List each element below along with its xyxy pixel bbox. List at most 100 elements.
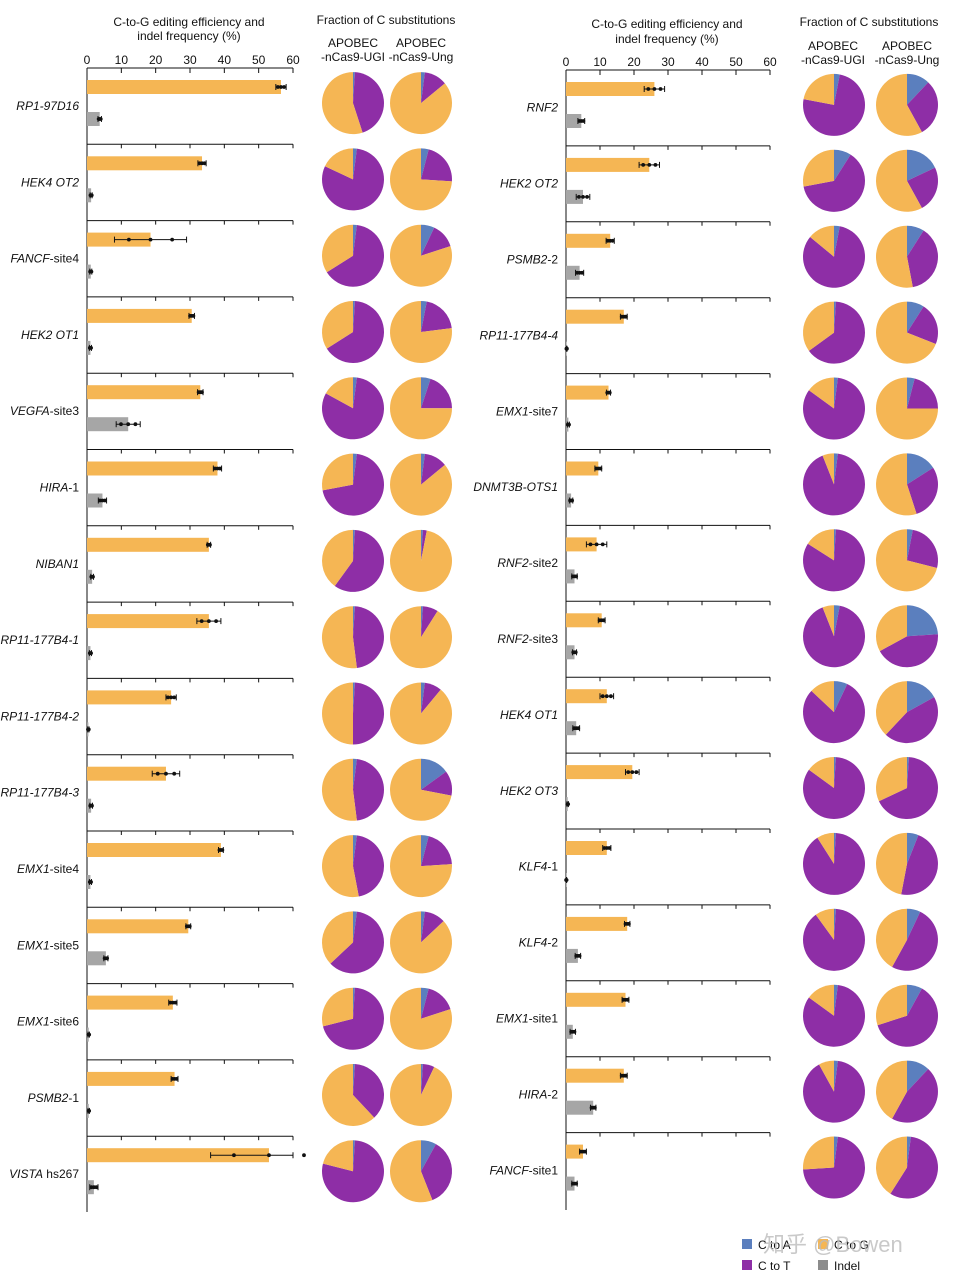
left-site-3-pie-ugi-slice-c-to-g [322,224,353,273]
right-site-12-label: KLF4-2 [519,936,559,950]
right-site-13-label: EMX1-site1 [496,1012,558,1026]
right-site-14-label-gene: HIRA [519,1087,548,1101]
left-site-10-label: RP11-177B4-3 [1,786,80,800]
right-site-12-pie-ugi [802,908,865,971]
right-site-6-pie-ugi-slice-c-to-g [822,453,834,485]
left-site-6-label-suffix: -1 [68,480,79,494]
left-site-9-label-gene: RP11-177B4-2 [1,709,80,723]
right-site-11-pie-ung-slice-c-to-g [876,832,907,895]
left-site-13-cg-point-3 [173,1000,178,1005]
right-site-7-pie-ugi-slice-c-to-t [802,529,865,592]
left-site-9-pie-ung [390,682,453,745]
left-site-15-pie-ung-slice-c-to-g [389,1140,433,1203]
left-site-6-pie-ung-slice-c-to-g [390,453,453,516]
left-site-15-pie-ugi-slice-c-to-t [321,1140,384,1203]
left-site-9-pie-ung-slice-c-to-t [421,682,441,714]
right-site-11-label: KLF4-1 [519,860,559,874]
right-site-2-indel-point-3 [585,195,589,199]
right-site-4-pie-ugi-slice-c-to-g [802,301,834,351]
right-site-1-pie-ugi-slice-c-to-g [803,73,834,105]
left-site-10-cg-bar [87,766,166,781]
right-site-8-cg-point-3 [601,618,606,623]
right-site-7-cg-point-3 [600,542,605,547]
right-site-7-pie-ugi [802,529,865,592]
right-site-8-cg-bar [566,613,602,628]
left-site-13-pie-ugi [321,987,384,1050]
right-site-1-label-gene: RNF2 [527,101,559,115]
right-site-7-cg-point-1 [588,542,593,547]
left-site-2-label-gene: HEK4 OT2 [21,175,79,189]
left-site-9-pie-ugi [322,682,385,745]
right-site-8-pie-ung-slice-c-to-a [907,605,938,637]
left-site-15-pie-ung [389,1140,452,1203]
left-site-3-pie-ugi-slice-c-to-a [353,224,357,256]
left-site-3-pie-ugi-slice-c-to-t [326,224,385,287]
right-site-15-pie-ugi-slice-c-to-t [803,1136,865,1199]
right-xtick-label-1: 10 [593,55,607,69]
right-site-6-pie-ugi-slice-c-to-t [802,453,865,516]
left-site-6-cg-bar [87,461,218,476]
left-site-5-pie-ung-slice-c-to-g [389,377,452,440]
right-site-7-pie-ung [876,529,939,592]
right-site-5-pie-ung-slice-c-to-a [907,377,915,409]
right-xtick-label-3: 30 [661,55,675,69]
right-site-11-indel-point-3 [564,878,569,882]
left-xtick-label-2: 20 [149,53,163,67]
right-site-2-cg-point-1 [641,163,646,167]
right-pie-col2-line1: APOBEC [882,39,932,53]
left-pie-col1-line1: APOBEC [328,36,378,50]
right-site-14-pie-ugi-slice-c-to-t [803,1060,866,1123]
left-site-14-pie-ung-slice-c-to-a [421,1063,423,1095]
right-site-2-label-gene: HEK2 OT2 [500,177,558,191]
right-site-2-pie-ugi-slice-c-to-a [834,149,851,181]
left-site-12-label: EMX1-site5 [17,938,79,952]
right-xtick-label-4: 40 [695,55,709,69]
left-site-10-cg-point-1 [155,771,160,776]
right-site-15-pie-ugi-slice-c-to-a [834,1136,838,1168]
right-site-12-pie-ung-slice-c-to-g [875,908,907,967]
right-site-3-pie-ugi-slice-c-to-g [810,225,834,257]
right-site-9-pie-ugi-slice-c-to-a [834,681,848,713]
left-site-4-label-gene: HEK2 OT1 [21,328,79,342]
right-site-2-indel-bar [566,189,583,204]
right-site-12-indel-bar [566,948,578,963]
right-site-3-label-gene: PSMB2 [507,253,548,267]
left-site-14-cg-bar [87,1071,175,1086]
right-site-1-pie-ugi-slice-c-to-t [803,74,866,136]
left-site-14-pie-ugi-slice-c-to-t [353,1064,385,1118]
left-site-1-cg-point-3 [282,85,286,89]
right-site-15-pie-ung-slice-c-to-g [875,1136,907,1194]
left-site-11-pie-ung-slice-c-to-a [421,835,429,867]
left-site-5-indel-point-2 [126,422,131,427]
left-site-1-pie-ung [390,72,453,135]
right-site-10-label-gene: HEK2 OT3 [500,784,558,798]
right-site-4-indel-point-3 [564,346,569,351]
right-site-4-pie-ugi-slice-c-to-a [834,301,836,333]
right-site-11-pie-ugi-slice-c-to-g [817,832,834,864]
right-site-13-label-gene: EMX1 [496,1012,529,1026]
left-site-5-label-suffix: -site3 [50,404,80,418]
right-site-5-pie-ung-slice-c-to-g [876,377,938,440]
left-site-14-pie-ugi [322,1063,385,1126]
left-site-1-pie-ung-slice-c-to-t [421,72,445,104]
left-site-5-pie-ung [389,377,452,440]
left-site-4-pie-ung-slice-c-to-g [390,301,453,363]
left-site-10-cg-point-3 [172,771,177,776]
left-site-7-label: NIBAN1 [36,557,79,571]
watermark: 知乎 @Bowen [763,1232,903,1257]
right-site-15-pie-ung [875,1136,938,1199]
right-site-11-pie-ugi [802,832,865,895]
left-site-15-cg-bar [87,1148,269,1163]
left-site-8-pie-ugi-slice-c-to-a [353,606,355,638]
right-site-15-pie-ugi-slice-c-to-g [802,1136,834,1170]
right-site-8-indel-point-3 [573,650,578,655]
legend-swatch-indel [818,1260,828,1270]
right-site-12-pie-ugi-slice-c-to-a [834,908,836,940]
right-site-10-cg-point-2 [630,770,635,774]
left-site-6-pie-ung-slice-c-to-t [421,453,445,485]
right-site-5-label-gene: EMX1 [496,404,529,418]
left-site-7-pie-ung-slice-c-to-g [389,529,452,592]
right-site-5-cg-bar [566,385,609,400]
right-site-9-pie-ung-slice-c-to-t [885,697,939,744]
left-site-15-label: VISTA hs267 [9,1167,79,1181]
